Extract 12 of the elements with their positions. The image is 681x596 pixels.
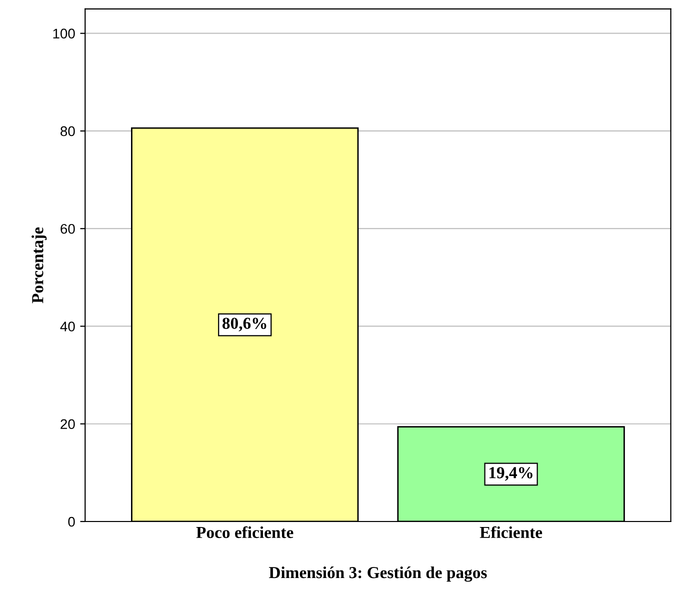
x-tick-label: Poco eficiente xyxy=(196,526,294,538)
y-axis-title: Porcentaje xyxy=(32,227,47,304)
y-tick-label: 40 xyxy=(60,322,75,332)
y-tick-label: 20 xyxy=(60,419,75,430)
y-tick-label: 60 xyxy=(60,224,75,234)
y-tick-label: 80 xyxy=(60,126,75,136)
data-label: 80,6% xyxy=(222,318,266,332)
x-axis-title: Dimensión 3: Gestión de pagos xyxy=(268,566,487,582)
x-tick-label: Eficiente xyxy=(480,526,542,538)
y-tick-label: 0 xyxy=(68,516,75,527)
data-label: 19,4% xyxy=(489,467,532,481)
y-tick-label: 100 xyxy=(53,28,75,39)
